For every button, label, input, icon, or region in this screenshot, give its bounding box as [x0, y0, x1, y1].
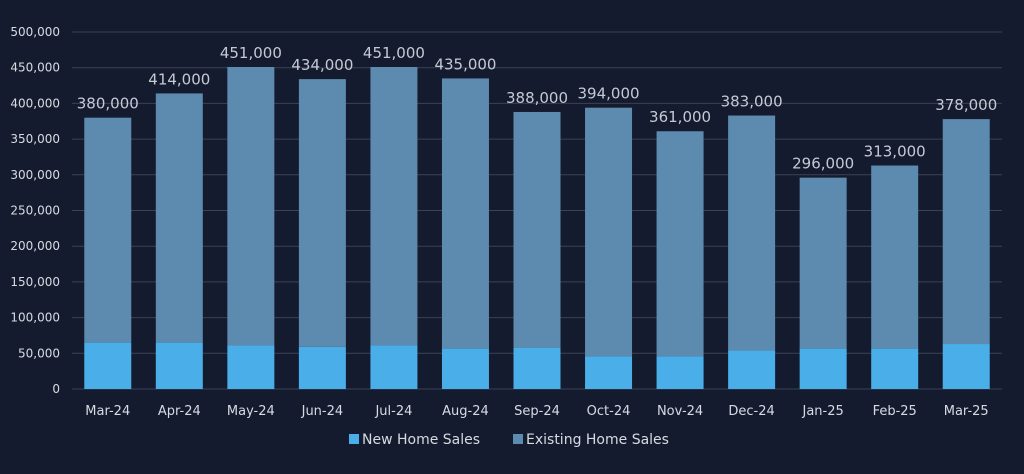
bar-new-home-sales	[513, 347, 561, 389]
legend-swatch-new-home-sales	[349, 434, 359, 444]
x-tick-label: Nov-24	[657, 404, 703, 419]
bar-new-home-sales	[370, 345, 418, 389]
bar-total-label: 451,000	[363, 44, 425, 62]
x-axis-ticks: Mar-24 Apr-24 May-24 Jun-24 Jul-24 Aug-24 Sep-…	[85, 404, 988, 419]
y-tick-label: 0	[52, 382, 60, 396]
x-tick-label: Aug-24	[442, 404, 489, 419]
x-tick-label: Mar-25	[944, 404, 989, 419]
y-tick-label: 400,000	[10, 96, 60, 110]
data-labels: 380,000 414,000 451,000 434,000 451,000 435,0…	[77, 44, 997, 173]
bar-existing-home-sales	[441, 78, 489, 349]
bar-new-home-sales	[298, 346, 346, 389]
x-tick-label: Apr-24	[158, 404, 201, 419]
bar-new-home-sales	[84, 342, 132, 389]
x-tick-label: May-24	[227, 404, 275, 419]
y-tick-label: 50,000	[18, 346, 60, 360]
y-tick-label: 450,000	[10, 61, 60, 75]
bar-total-label: 296,000	[792, 155, 854, 173]
bar-existing-home-sales	[84, 117, 132, 343]
y-tick-label: 200,000	[10, 239, 60, 253]
bar-new-home-sales	[227, 345, 275, 389]
y-tick-label: 150,000	[10, 275, 60, 289]
x-tick-label: Oct-24	[587, 404, 631, 419]
y-tick-label: 250,000	[10, 204, 60, 218]
bar-total-label: 394,000	[578, 85, 640, 103]
bar-total-label: 451,000	[220, 44, 282, 62]
legend-label-new-home-sales: New Home Sales	[362, 432, 480, 448]
legend: New Home Sales Existing Home Sales	[349, 432, 669, 448]
bar-new-home-sales	[871, 348, 919, 389]
bar-existing-home-sales	[942, 119, 990, 345]
x-tick-label: Mar-24	[85, 404, 130, 419]
bar-existing-home-sales	[370, 66, 418, 346]
bar-existing-home-sales	[871, 165, 919, 349]
bar-existing-home-sales	[227, 66, 275, 346]
bar-existing-home-sales	[155, 93, 203, 343]
bar-existing-home-sales	[298, 79, 346, 347]
bar-total-label: 388,000	[506, 89, 568, 107]
bar-new-home-sales	[942, 344, 990, 389]
bar-existing-home-sales	[728, 115, 776, 351]
legend-label-existing-home-sales: Existing Home Sales	[526, 432, 669, 448]
bar-total-label: 434,000	[291, 56, 353, 74]
x-tick-label: Jan-25	[802, 404, 844, 419]
y-tick-label: 500,000	[10, 25, 60, 39]
bar-existing-home-sales	[799, 177, 847, 349]
bar-total-label: 414,000	[148, 70, 210, 88]
bar-total-label: 361,000	[649, 108, 711, 126]
bar-total-label: 378,000	[935, 96, 997, 114]
x-tick-label: Sep-24	[514, 404, 560, 419]
bar-total-label: 435,000	[434, 55, 496, 73]
y-tick-label: 300,000	[10, 168, 60, 182]
bar-existing-home-sales	[513, 111, 561, 348]
bar-total-label: 383,000	[721, 93, 783, 111]
bar-new-home-sales	[155, 342, 203, 389]
bar-existing-home-sales	[656, 131, 704, 357]
y-axis-ticks: 0 50,000 100,000 150,000 200,000 250,000 300,0…	[10, 25, 60, 396]
bar-new-home-sales	[656, 356, 704, 389]
bar-new-home-sales	[728, 350, 776, 389]
x-tick-label: Feb-25	[873, 404, 917, 419]
legend-swatch-existing-home-sales	[513, 434, 523, 444]
bar-new-home-sales	[585, 356, 633, 389]
bars	[84, 66, 990, 389]
x-tick-label: Jun-24	[301, 404, 344, 419]
bar-total-label: 313,000	[864, 143, 926, 161]
x-tick-label: Jul-24	[374, 404, 412, 419]
bar-existing-home-sales	[585, 107, 633, 357]
y-tick-label: 100,000	[10, 311, 60, 325]
bar-new-home-sales	[441, 348, 489, 389]
bar-new-home-sales	[799, 348, 847, 389]
bar-total-label: 380,000	[77, 95, 139, 113]
y-tick-label: 350,000	[10, 132, 60, 146]
x-tick-label: Dec-24	[728, 404, 774, 419]
